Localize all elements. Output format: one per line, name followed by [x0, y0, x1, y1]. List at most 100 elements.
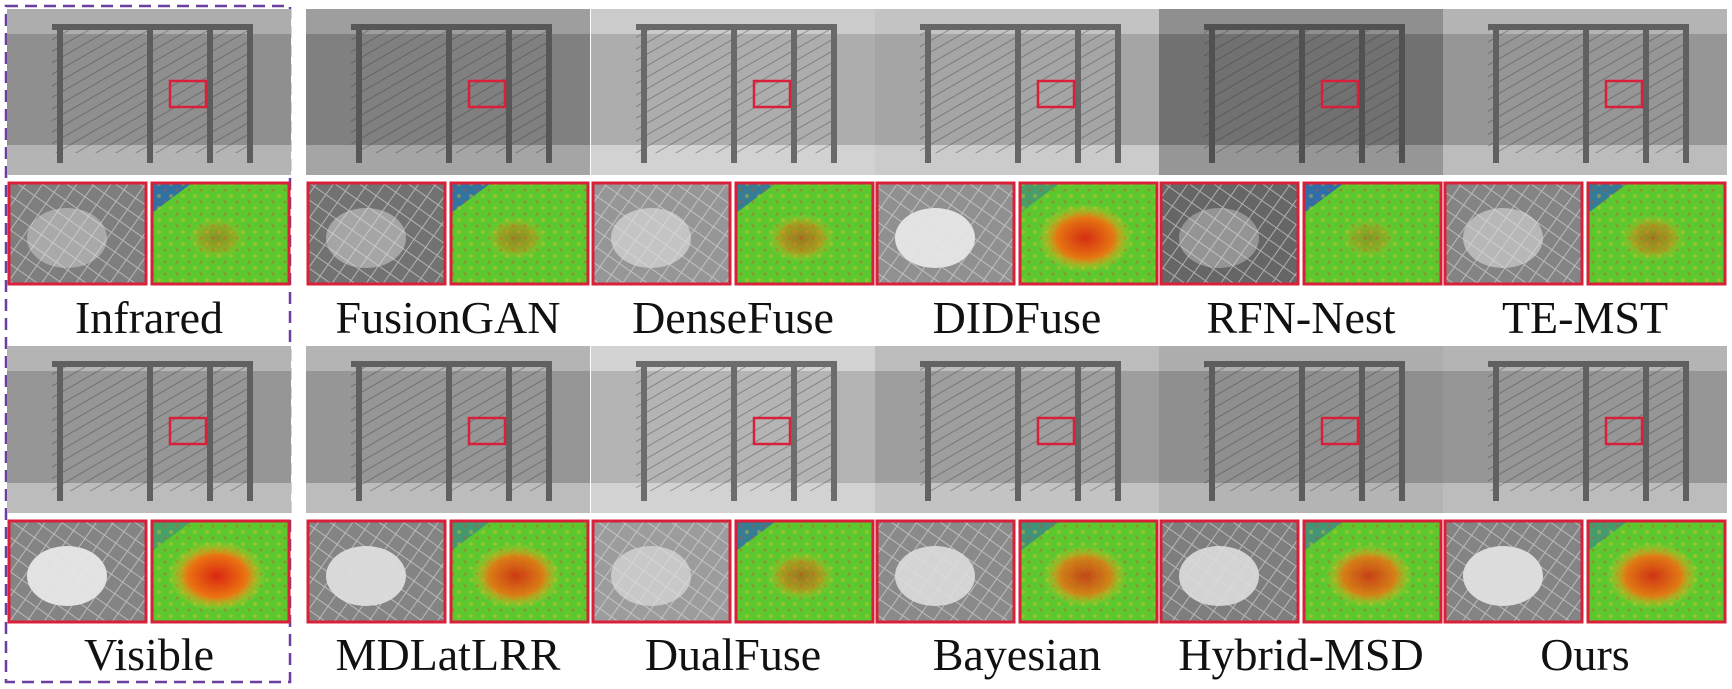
crop-border: [591, 519, 732, 624]
frame-post: [831, 24, 837, 163]
frame-beam: [636, 361, 836, 367]
frame-post: [1683, 361, 1689, 501]
method-label: DualFuse: [645, 629, 821, 680]
frame-post: [1493, 24, 1499, 163]
crop-border: [875, 181, 1016, 286]
frame-post: [925, 361, 931, 501]
crop-mesh: [593, 183, 730, 284]
frame-post: [446, 24, 452, 163]
zoom-box: [1036, 416, 1076, 446]
crop-border: [875, 519, 1016, 624]
heat-blob: [168, 540, 266, 612]
frame-beam: [1204, 24, 1404, 30]
frame-post: [1209, 24, 1215, 163]
frame-post: [1015, 24, 1021, 163]
zoom-box: [752, 416, 792, 446]
crop-mesh: [308, 183, 445, 284]
method-label: DenseFuse: [632, 292, 834, 343]
frame-post: [1643, 361, 1649, 501]
heat-border: [1018, 519, 1159, 624]
method-label: MDLatLRR: [336, 629, 561, 680]
crop-mesh: [1161, 183, 1298, 284]
frame-post: [731, 361, 737, 501]
heat-border: [734, 519, 875, 624]
frame-post: [1399, 24, 1405, 163]
frame-post: [57, 24, 63, 163]
crop-mesh: [877, 521, 1014, 622]
frame-beam: [351, 361, 551, 367]
frame-post: [731, 24, 737, 163]
crop-mesh: [9, 521, 146, 622]
frame-post: [247, 361, 253, 501]
method-label: Infrared: [75, 292, 223, 343]
crop-border: [591, 181, 732, 286]
reference-box: [4, 4, 292, 684]
frame-post: [207, 24, 213, 163]
method-label: Ours: [1540, 629, 1629, 680]
crop-border: [7, 519, 148, 624]
panel: DIDFuse: [875, 9, 1159, 343]
frame-post: [247, 24, 253, 163]
frame-post: [1299, 361, 1305, 501]
panel: TE-MST: [1443, 9, 1727, 343]
zoom-box: [168, 79, 208, 109]
crop-mesh: [593, 521, 730, 622]
frame-post: [506, 361, 512, 501]
heat-border: [1018, 181, 1159, 286]
panel: DenseFuse: [591, 9, 875, 343]
heat-blob: [1341, 218, 1397, 258]
heat-blob: [1325, 544, 1413, 608]
frame-post: [147, 361, 153, 501]
method-label: TE-MST: [1502, 292, 1668, 343]
frame-beam: [351, 24, 551, 30]
frame-post: [546, 361, 552, 501]
frame-post: [546, 24, 552, 163]
heat-blob: [1037, 203, 1133, 273]
method-label: Hybrid-MSD: [1178, 629, 1423, 680]
crop-mesh: [308, 521, 445, 622]
frame-beam: [920, 24, 1120, 30]
zoom-box: [1604, 416, 1644, 446]
heat-border: [1586, 519, 1727, 624]
crop-border: [1443, 181, 1584, 286]
frame-beam: [1488, 24, 1688, 30]
crop-border: [1159, 519, 1300, 624]
frame-post: [831, 361, 837, 501]
crop-border: [1159, 181, 1300, 286]
frame-post: [1583, 361, 1589, 501]
method-label: Bayesian: [933, 629, 1102, 680]
frame-post: [446, 361, 452, 501]
frame-post: [207, 361, 213, 501]
frame-post: [1359, 24, 1365, 163]
frame-post: [57, 361, 63, 501]
crop-mesh: [9, 183, 146, 284]
panel: MDLatLRR: [306, 346, 590, 680]
frame-post: [147, 24, 153, 163]
crop-border: [7, 181, 148, 286]
panel: DualFuse: [591, 346, 875, 680]
heat-border: [734, 181, 875, 286]
zoom-box: [467, 79, 507, 109]
panel: FusionGAN: [306, 9, 590, 343]
frame-post: [506, 24, 512, 163]
crop-mesh: [1445, 521, 1582, 622]
panel: Hybrid-MSD: [1159, 346, 1443, 680]
panel: Visible: [7, 346, 291, 680]
zoom-box: [168, 416, 208, 446]
heat-border: [1302, 519, 1443, 624]
frame-beam: [1488, 361, 1688, 367]
heat-border: [449, 519, 590, 624]
panel: Bayesian: [875, 346, 1159, 680]
crop-border: [1443, 519, 1584, 624]
frame-post: [1399, 361, 1405, 501]
frame-beam: [52, 361, 252, 367]
frame-post: [1493, 361, 1499, 501]
zoom-box: [1036, 79, 1076, 109]
heat-blob: [1620, 214, 1686, 262]
method-label: DIDFuse: [933, 292, 1102, 343]
zoom-box: [1320, 79, 1360, 109]
heat-border: [150, 181, 291, 286]
frame-post: [356, 361, 362, 501]
zoom-box: [1320, 416, 1360, 446]
